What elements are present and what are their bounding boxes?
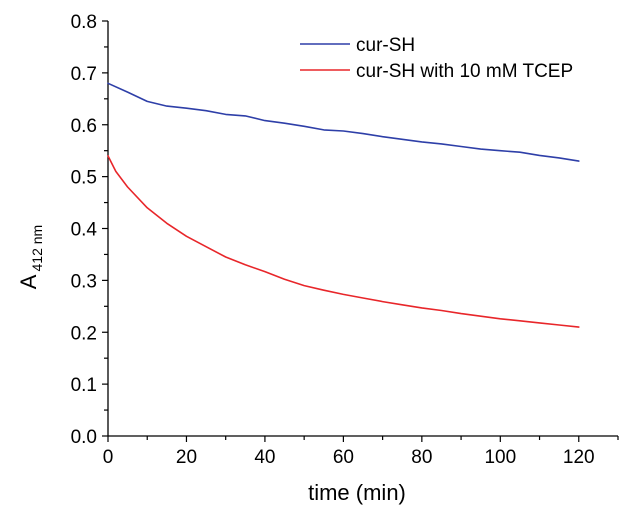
- y-tick-label: 0.0: [71, 427, 97, 448]
- y-tick-label: 0.5: [71, 168, 97, 189]
- y-tick-label: 0.7: [71, 64, 97, 85]
- y-tick-label: 0.6: [71, 116, 97, 137]
- y-axis: 0.0 0.1 0.2 0.3 0.4 0.5 0.6 0.7 0.8: [71, 12, 108, 448]
- x-tick-label: 120: [563, 447, 595, 468]
- x-tick-label: 20: [176, 447, 197, 468]
- series-layer: [107, 82, 580, 328]
- y-axis-title: A 412 nm: [16, 225, 45, 289]
- x-tick-label: 100: [484, 447, 516, 468]
- x-tick-label: 0: [103, 447, 114, 468]
- y-axis-title-subscript: 412 nm: [29, 225, 45, 272]
- y-tick-label: 0.4: [71, 220, 98, 241]
- legend-label-cur-sh-tcep: cur-SH with 10 mM TCEP: [356, 61, 573, 82]
- x-tick-label: 80: [411, 447, 432, 468]
- series-line-0: [107, 82, 580, 162]
- legend-label-cur-sh: cur-SH: [356, 35, 415, 56]
- legend: cur-SH cur-SH with 10 mM TCEP: [300, 35, 573, 82]
- x-axis-title: time (min): [308, 480, 406, 505]
- y-tick-label: 0.3: [71, 271, 97, 292]
- plot-frame: [107, 21, 618, 437]
- series-line-1: [107, 155, 580, 328]
- x-axis: 0 20 40 60 80 100 120: [103, 436, 619, 468]
- y-axis-title-main: A: [16, 274, 41, 289]
- y-tick-label: 0.1: [71, 375, 97, 396]
- y-tick-label: 0.8: [71, 12, 97, 33]
- x-tick-label: 40: [254, 447, 275, 468]
- x-tick-label: 60: [333, 447, 354, 468]
- y-tick-label: 0.2: [71, 323, 97, 344]
